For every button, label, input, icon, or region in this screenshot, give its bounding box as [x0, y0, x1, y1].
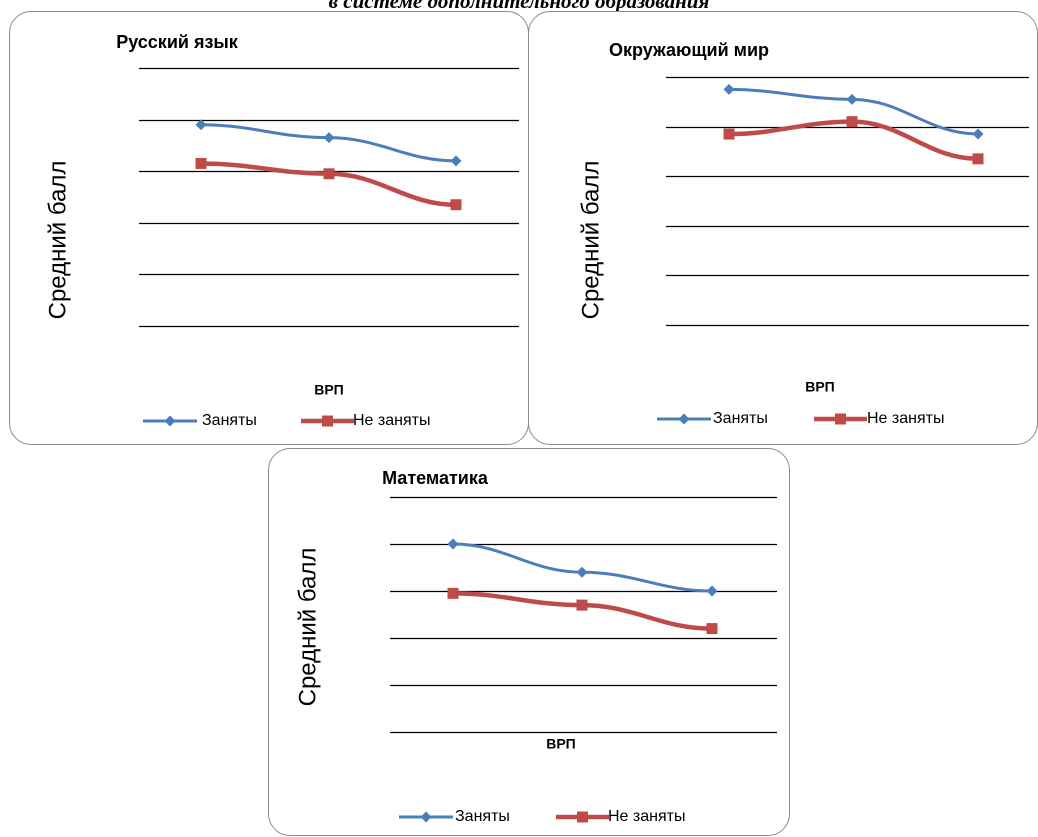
data-point-square: [450, 199, 462, 211]
series-zanyaty: [195, 119, 462, 167]
legend-item: Не заняты: [556, 808, 685, 825]
chart-panel-environment: Окружающий мир Средний балл ВРП Заняты Не за…: [528, 11, 1038, 445]
legend-diamond-marker: [678, 413, 690, 425]
legend: Заняты Не заняты: [143, 412, 430, 429]
data-point-diamond: [576, 566, 588, 578]
data-point-diamond: [706, 585, 718, 597]
legend: Заняты Не заняты: [657, 410, 944, 427]
data-point-square: [706, 623, 718, 635]
data-point-diamond: [723, 83, 735, 95]
chart-panel-math: Математика Средний балл ВРП Заняты Не заняты: [268, 448, 790, 836]
legend-diamond-marker: [420, 811, 432, 823]
chart-panel-russian: Русский язык Средний балл ВРП Заняты Не заня…: [9, 11, 529, 445]
y-axis-label: Средний балл: [44, 161, 71, 320]
legend: Заняты Не заняты: [399, 808, 685, 825]
chart-title: Окружающий мир: [609, 40, 769, 60]
page-caption: в системе дополнительного образования: [328, 0, 710, 13]
line-chart: Окружающий мир Средний балл ВРП Заняты Не за…: [577, 40, 1029, 427]
series-ne-zanyaty: [723, 116, 984, 165]
data-point-square: [447, 587, 459, 599]
chart-title: Русский язык: [116, 32, 239, 52]
data-point-diamond: [447, 538, 459, 550]
data-point-diamond: [846, 93, 858, 105]
legend-item: Не заняты: [814, 410, 944, 427]
series-zanyaty: [723, 83, 984, 140]
x-axis-label: ВРП: [314, 382, 344, 398]
data-point-diamond: [323, 132, 335, 144]
series-ne-zanyaty: [447, 587, 718, 635]
data-point-square: [323, 168, 335, 180]
series-ne-zanyaty: [195, 157, 462, 211]
data-point-diamond: [972, 128, 984, 140]
legend-square-marker: [322, 415, 333, 427]
data-point-square: [576, 599, 588, 611]
gridlines: [390, 496, 777, 734]
y-axis-label: Средний балл: [577, 161, 604, 320]
legend-item: Не заняты: [301, 412, 430, 429]
y-axis-label: Средний балл: [294, 548, 321, 707]
data-point-square: [846, 116, 858, 128]
x-axis-label: ВРП: [805, 379, 835, 395]
legend-diamond-marker: [164, 415, 176, 427]
series-line: [450, 591, 715, 631]
data-point-square: [195, 157, 207, 169]
data-point-square: [723, 128, 735, 140]
legend-label: Заняты: [202, 412, 257, 429]
legend-item: Заняты: [399, 808, 510, 825]
legend-item: Заняты: [657, 410, 768, 427]
line-chart: Русский язык Средний балл ВРП Заняты Не заня…: [44, 32, 519, 429]
chart-title: Математика: [382, 468, 489, 488]
legend-label: Не заняты: [867, 410, 944, 427]
legend-label: Заняты: [713, 410, 768, 427]
x-axis-label: ВРП: [546, 736, 576, 752]
legend-square-marker: [577, 811, 588, 823]
data-point-diamond: [195, 119, 207, 131]
series-line: [199, 123, 458, 163]
gridlines: [666, 76, 1029, 327]
legend-label: Заняты: [455, 808, 510, 825]
legend-item: Заняты: [143, 412, 257, 429]
legend-square-marker: [835, 413, 846, 425]
legend-label: Не заняты: [353, 412, 430, 429]
series-zanyaty: [447, 538, 718, 597]
legend-label: Не заняты: [608, 808, 685, 825]
gridlines: [139, 67, 519, 328]
data-point-square: [972, 153, 984, 165]
line-chart: Математика Средний балл ВРП Заняты Не заняты: [294, 468, 777, 825]
data-point-diamond: [450, 155, 462, 167]
